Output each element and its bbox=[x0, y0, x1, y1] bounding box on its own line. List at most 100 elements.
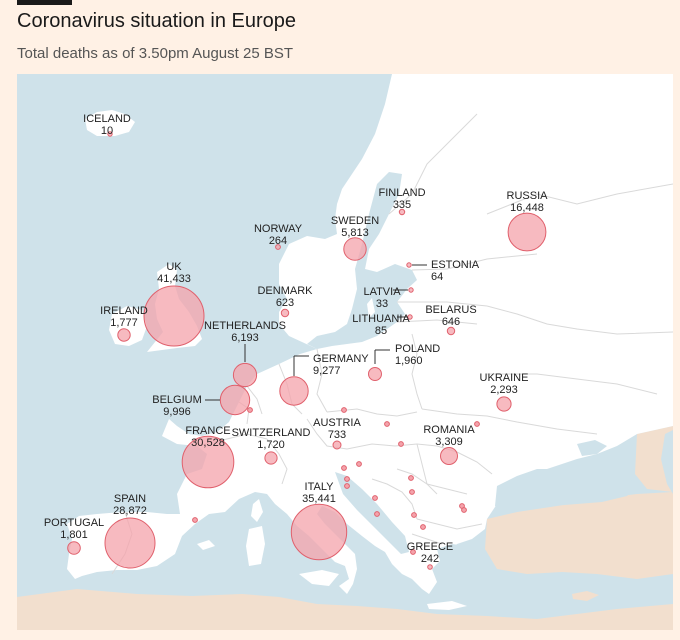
page-title: Coronavirus situation in Europe bbox=[17, 10, 297, 32]
country-name-estonia: ESTONIA bbox=[431, 259, 480, 271]
bubble-belarus bbox=[446, 326, 456, 336]
minor-bubble bbox=[344, 483, 350, 489]
bubble-finland bbox=[398, 208, 406, 216]
minor-bubble bbox=[408, 475, 414, 481]
caspian-sea bbox=[661, 430, 673, 494]
minor-bubble bbox=[344, 476, 350, 482]
country-deaths-netherlands: 6,193 bbox=[231, 332, 259, 344]
country-name-switzerland: SWITZERLAND bbox=[232, 427, 311, 439]
country-deaths-uk: 41,433 bbox=[157, 273, 191, 285]
country-name-austria: AUSTRIA bbox=[313, 417, 361, 429]
country-name-ukraine: UKRAINE bbox=[480, 372, 529, 384]
country-name-germany: GERMANY bbox=[313, 353, 369, 365]
bubble-uk bbox=[143, 285, 205, 347]
country-deaths-romania: 3,309 bbox=[435, 436, 463, 448]
page-subtitle: Total deaths as of 3.50pm August 25 BST bbox=[17, 45, 294, 62]
cyprus-land bbox=[572, 591, 599, 601]
baleares-land bbox=[197, 540, 215, 550]
caucasus-land bbox=[635, 426, 673, 492]
country-deaths-lithuania: 85 bbox=[375, 325, 387, 337]
bubble-russia bbox=[507, 212, 547, 252]
country-name-ireland: IRELAND bbox=[100, 305, 148, 317]
bubble-france bbox=[181, 435, 235, 489]
country-deaths-sweden: 5,813 bbox=[341, 227, 369, 239]
crete-land bbox=[427, 601, 467, 610]
minor-bubble bbox=[374, 511, 380, 517]
bubble-greece bbox=[427, 564, 433, 570]
bubble-norway bbox=[275, 244, 281, 250]
country-deaths-ukraine: 2,293 bbox=[490, 384, 518, 396]
bubble-germany bbox=[279, 376, 309, 406]
country-deaths-estonia: 64 bbox=[431, 271, 443, 283]
country-name-uk: UK bbox=[166, 261, 182, 273]
country-name-sweden: SWEDEN bbox=[331, 215, 379, 227]
corsica-land bbox=[251, 499, 263, 522]
sicily-land bbox=[299, 570, 339, 586]
black-sea bbox=[495, 469, 637, 514]
country-deaths-iceland: 10 bbox=[101, 125, 113, 137]
country-name-finland: FINLAND bbox=[378, 187, 425, 199]
sardinia-land bbox=[246, 526, 265, 566]
aegean-sea bbox=[437, 544, 479, 594]
country-deaths-france: 30,528 bbox=[191, 437, 225, 449]
country-deaths-norway: 264 bbox=[269, 235, 287, 247]
bubble-sweden bbox=[343, 237, 367, 261]
minor-bubble bbox=[461, 507, 467, 513]
bubble-switzerland bbox=[264, 451, 278, 465]
bubble-ireland bbox=[117, 328, 131, 342]
bubble-denmark bbox=[280, 308, 290, 318]
azov-sea bbox=[577, 440, 607, 456]
country-name-france: FRANCE bbox=[185, 425, 230, 437]
leader-layer bbox=[205, 264, 427, 401]
minor-bubble bbox=[398, 441, 404, 447]
country-deaths-russia: 16,448 bbox=[510, 202, 544, 214]
turkey-land bbox=[485, 492, 673, 579]
minor-bubble bbox=[356, 461, 362, 467]
adriatic-sea bbox=[335, 472, 409, 554]
country-deaths-belgium: 9,996 bbox=[163, 406, 191, 418]
country-deaths-austria: 733 bbox=[328, 429, 346, 441]
gotland-land bbox=[367, 298, 375, 318]
bubble-latvia bbox=[408, 287, 414, 293]
country-name-russia: RUSSIA bbox=[507, 190, 549, 202]
country-name-greece: GREECE bbox=[407, 541, 453, 553]
bubble-belgium bbox=[219, 384, 251, 416]
minor-bubble bbox=[384, 421, 390, 427]
minor-bubble bbox=[411, 512, 417, 518]
country-name-portugal: PORTUGAL bbox=[44, 517, 104, 529]
bubble-estonia bbox=[406, 262, 412, 268]
country-name-netherlands: NETHERLANDS bbox=[204, 320, 286, 332]
country-name-denmark: DENMARK bbox=[257, 285, 313, 297]
europe-map: ICELAND 10 FINLAND 335 RUSSIA 16,448 SWEDEN 5,8… bbox=[17, 74, 673, 630]
bubble-iceland bbox=[107, 131, 113, 137]
country-deaths-germany: 9,277 bbox=[313, 365, 341, 377]
minor-bubble bbox=[420, 524, 426, 530]
country-deaths-denmark: 623 bbox=[276, 297, 294, 309]
country-deaths-latvia: 33 bbox=[376, 298, 388, 310]
country-deaths-finland: 335 bbox=[393, 199, 411, 211]
bubble-spain bbox=[104, 517, 156, 569]
north-africa-land bbox=[17, 589, 673, 630]
brand-bar bbox=[17, 0, 72, 5]
bubble-poland bbox=[368, 367, 382, 381]
bubble-romania bbox=[440, 447, 458, 465]
country-name-belarus: BELARUS bbox=[425, 304, 476, 316]
country-name-poland: POLAND bbox=[395, 343, 440, 355]
minor-bubble bbox=[372, 495, 378, 501]
minor-bubble bbox=[341, 407, 347, 413]
bubble-austria bbox=[332, 440, 342, 450]
country-deaths-italy: 35,441 bbox=[302, 493, 336, 505]
country-name-italy: ITALY bbox=[305, 481, 335, 493]
minor-bubble bbox=[409, 489, 415, 495]
country-deaths-greece: 242 bbox=[421, 553, 439, 565]
country-name-romania: ROMANIA bbox=[423, 424, 475, 436]
country-deaths-spain: 28,872 bbox=[113, 505, 147, 517]
svalbard-finger bbox=[657, 74, 673, 114]
bubble-ukraine bbox=[496, 396, 512, 412]
country-name-iceland: ICELAND bbox=[83, 113, 131, 125]
country-name-norway: NORWAY bbox=[254, 223, 303, 235]
minor-bubble bbox=[341, 465, 347, 471]
country-deaths-belarus: 646 bbox=[442, 316, 460, 328]
